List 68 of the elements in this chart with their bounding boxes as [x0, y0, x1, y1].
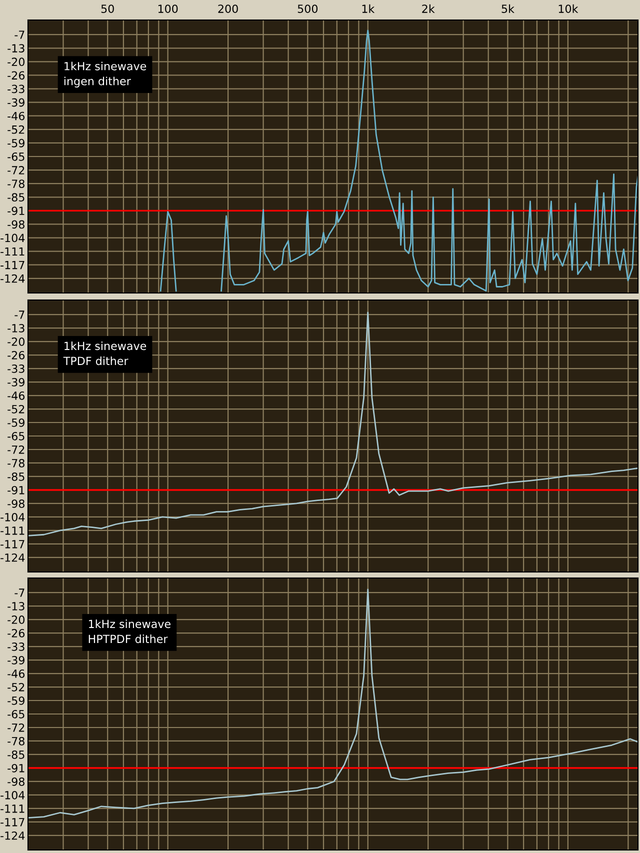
- y-tick-label: -39: [8, 656, 24, 664]
- y-tick-label: -46: [8, 391, 25, 400]
- y-tick-label: -52: [8, 682, 24, 692]
- y-tick-label: -111: [0, 804, 24, 813]
- y-tick-label: -111: [0, 526, 24, 535]
- y-tick-label: -72: [8, 445, 24, 454]
- y-tick-label: -85: [8, 193, 24, 202]
- y-tick-label: -26: [8, 71, 25, 80]
- y-tick-label: -104: [0, 790, 25, 800]
- y-tick-label: -33: [8, 84, 24, 94]
- y-tick-label: -72: [8, 166, 24, 174]
- y-tick-label: -39: [8, 378, 24, 386]
- y-tick-label: -85: [8, 750, 24, 759]
- y-tick-label: -91: [8, 764, 24, 772]
- y-tick-label: -104: [0, 234, 25, 242]
- y-tick-label: -85: [8, 472, 24, 481]
- y-tick-label: -78: [8, 180, 24, 188]
- y-tick-label: -13: [8, 324, 24, 332]
- y-tick-label: -104: [0, 512, 25, 522]
- y-tick-label: -46: [8, 112, 25, 120]
- y-tick-label: -111: [0, 247, 24, 256]
- x-tick-label: 50: [101, 4, 114, 13]
- annotation: 1kHz sinewave ingen dither: [64, 62, 146, 88]
- x-tick-label: 1k: [362, 4, 375, 13]
- y-tick-label: -7: [14, 310, 24, 319]
- y-tick-label: -39: [8, 98, 24, 107]
- x-tick-label: 100: [158, 4, 178, 13]
- y-tick-label: -65: [8, 710, 24, 718]
- y-tick-label: -13: [8, 602, 24, 610]
- y-tick-label: -33: [8, 642, 24, 651]
- y-tick-label: -91: [8, 206, 24, 216]
- y-tick-label: -13: [8, 44, 24, 53]
- y-tick-label: -59: [8, 418, 24, 427]
- y-tick-label: -26: [8, 629, 25, 638]
- y-tick-label: -117: [0, 818, 24, 826]
- y-tick-label: -98: [8, 220, 24, 229]
- y-tick-label: -7: [14, 588, 24, 597]
- y-tick-label: -124: [0, 553, 25, 562]
- x-tick-label: 200: [218, 4, 238, 13]
- y-tick-label: -78: [8, 736, 24, 746]
- y-tick-label: -20: [8, 616, 24, 624]
- y-tick-label: -59: [8, 696, 24, 705]
- y-tick-label: -78: [8, 458, 24, 468]
- y-tick-label: -20: [8, 338, 24, 346]
- y-tick-label: -33: [8, 364, 24, 373]
- y-tick-label: -65: [8, 432, 24, 440]
- y-tick-label: -117: [0, 260, 24, 270]
- y-tick-label: -52: [8, 404, 24, 414]
- y-tick-label: -26: [8, 351, 25, 360]
- y-tick-label: -91: [8, 486, 24, 494]
- y-tick-label: -59: [8, 138, 24, 148]
- y-tick-label: -52: [8, 125, 24, 134]
- x-tick-label: 500: [298, 4, 318, 13]
- y-tick-label: -117: [0, 540, 24, 548]
- y-tick-label: -98: [8, 777, 24, 786]
- y-tick-label: -7: [14, 30, 24, 39]
- y-tick-label: -46: [8, 669, 25, 678]
- x-tick-label: 10k: [558, 4, 578, 13]
- x-tick-label: 2k: [422, 4, 435, 13]
- x-tick-label: 5k: [502, 4, 514, 13]
- annotation: 1kHz sinewave TPDF dither: [63, 342, 146, 366]
- y-tick-label: -124: [0, 274, 25, 283]
- y-tick-label: -72: [8, 723, 24, 732]
- y-tick-label: -65: [8, 152, 24, 161]
- y-tick-label: -124: [0, 831, 25, 840]
- y-tick-label: -98: [8, 499, 24, 508]
- annotation: 1kHz sinewave HPTPDF dither: [88, 620, 170, 644]
- y-tick-label: -20: [8, 58, 24, 66]
